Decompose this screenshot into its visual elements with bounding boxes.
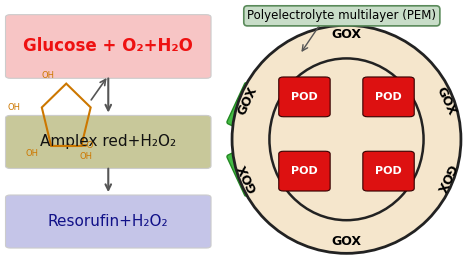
Text: GOX: GOX <box>331 28 362 41</box>
FancyBboxPatch shape <box>6 15 211 78</box>
Text: POD: POD <box>375 92 402 102</box>
Text: GOX: GOX <box>433 84 458 117</box>
Text: =O: =O <box>79 142 94 150</box>
FancyBboxPatch shape <box>363 151 414 191</box>
FancyBboxPatch shape <box>279 77 330 117</box>
Text: POD: POD <box>291 92 318 102</box>
Text: POD: POD <box>375 166 402 176</box>
Text: POD: POD <box>291 166 318 176</box>
Text: Glucose + O₂+H₂O: Glucose + O₂+H₂O <box>23 38 193 55</box>
Text: OH: OH <box>80 152 92 161</box>
FancyBboxPatch shape <box>279 151 330 191</box>
Text: GOX: GOX <box>331 235 362 248</box>
Text: OH: OH <box>26 150 39 158</box>
Ellipse shape <box>269 58 424 220</box>
Text: GOX: GOX <box>235 161 260 194</box>
Ellipse shape <box>232 25 461 253</box>
FancyBboxPatch shape <box>6 195 211 248</box>
FancyBboxPatch shape <box>363 77 414 117</box>
Text: Polyelectrolyte multilayer (PEM): Polyelectrolyte multilayer (PEM) <box>247 9 437 22</box>
Text: GOX: GOX <box>235 84 260 117</box>
Text: GOX: GOX <box>433 161 458 194</box>
FancyBboxPatch shape <box>306 201 351 235</box>
FancyBboxPatch shape <box>381 142 429 196</box>
Text: Amplex red+H₂O₂: Amplex red+H₂O₂ <box>40 135 176 150</box>
Text: Resorufin+H₂O₂: Resorufin+H₂O₂ <box>48 214 169 229</box>
FancyBboxPatch shape <box>381 83 429 137</box>
Text: OH: OH <box>41 71 54 80</box>
FancyBboxPatch shape <box>227 83 276 137</box>
FancyBboxPatch shape <box>306 42 351 76</box>
FancyBboxPatch shape <box>227 142 276 196</box>
Text: OH: OH <box>7 103 20 112</box>
FancyBboxPatch shape <box>6 116 211 169</box>
